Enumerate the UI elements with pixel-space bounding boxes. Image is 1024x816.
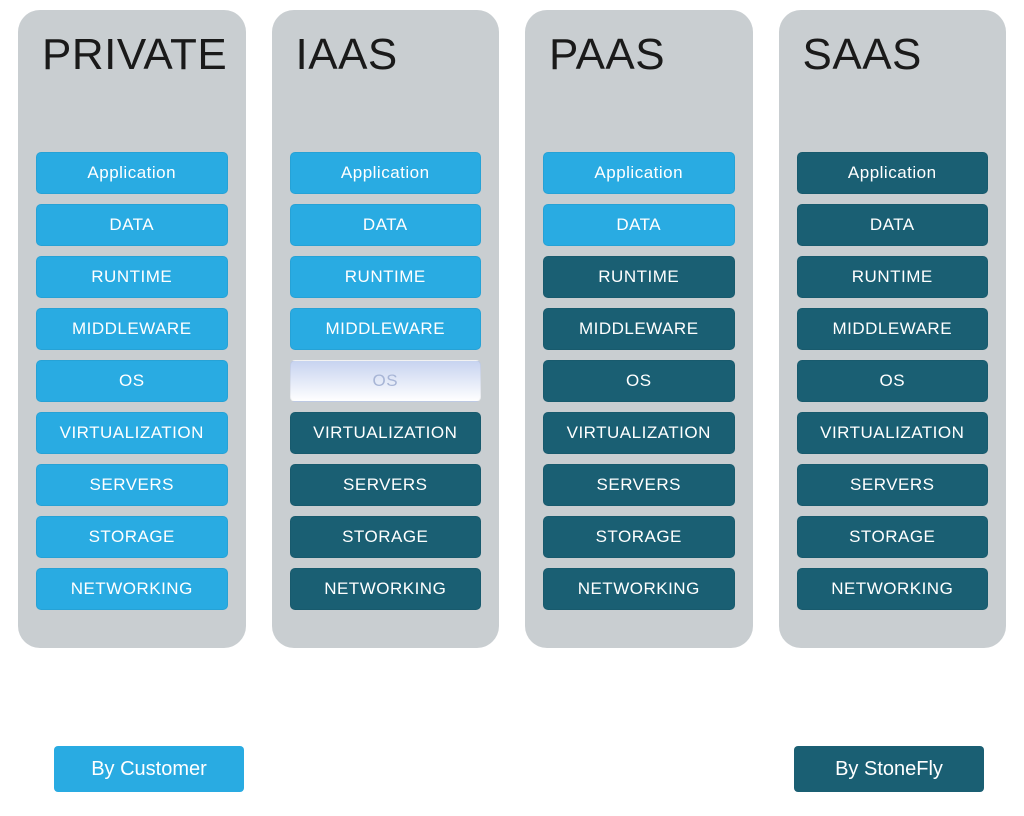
layer-networking: NETWORKING [290,568,482,610]
legend-provider: By StoneFly [794,746,984,792]
layer-storage: STORAGE [797,516,989,558]
layer-virtualization: VIRTUALIZATION [290,412,482,454]
layer-storage: STORAGE [543,516,735,558]
layer-application: Application [290,152,482,194]
layer-virtualization: VIRTUALIZATION [797,412,989,454]
layer-application: Application [797,152,989,194]
legend-customer: By Customer [54,746,244,792]
layer-storage: STORAGE [290,516,482,558]
layer-os: OS [290,360,482,402]
layer-networking: NETWORKING [543,568,735,610]
column-title: IAAS [290,30,482,80]
layer-servers: SERVERS [36,464,228,506]
legend: By Customer By StoneFly [0,746,1024,792]
layer-runtime: RUNTIME [797,256,989,298]
column-paas: PAAS Application DATA RUNTIME MIDDLEWARE… [525,10,753,648]
layer-networking: NETWORKING [36,568,228,610]
layer-os: OS [543,360,735,402]
column-iaas: IAAS Application DATA RUNTIME MIDDLEWARE… [272,10,500,648]
layer-data: DATA [797,204,989,246]
layer-middleware: MIDDLEWARE [797,308,989,350]
layer-networking: NETWORKING [797,568,989,610]
columns-container: PRIVATE Application DATA RUNTIME MIDDLEW… [0,0,1024,648]
column-title: PRIVATE [36,30,228,80]
layer-data: DATA [290,204,482,246]
layer-data: DATA [36,204,228,246]
layer-servers: SERVERS [797,464,989,506]
layer-middleware: MIDDLEWARE [543,308,735,350]
layer-application: Application [36,152,228,194]
layer-os: OS [797,360,989,402]
column-title: PAAS [543,30,735,80]
layer-data: DATA [543,204,735,246]
layer-runtime: RUNTIME [36,256,228,298]
column-private: PRIVATE Application DATA RUNTIME MIDDLEW… [18,10,246,648]
layer-os: OS [36,360,228,402]
layer-servers: SERVERS [290,464,482,506]
layer-middleware: MIDDLEWARE [290,308,482,350]
layer-runtime: RUNTIME [290,256,482,298]
layer-application: Application [543,152,735,194]
layer-servers: SERVERS [543,464,735,506]
column-title: SAAS [797,30,989,80]
column-saas: SAAS Application DATA RUNTIME MIDDLEWARE… [779,10,1007,648]
layer-virtualization: VIRTUALIZATION [543,412,735,454]
layer-storage: STORAGE [36,516,228,558]
layer-runtime: RUNTIME [543,256,735,298]
layer-virtualization: VIRTUALIZATION [36,412,228,454]
layer-middleware: MIDDLEWARE [36,308,228,350]
